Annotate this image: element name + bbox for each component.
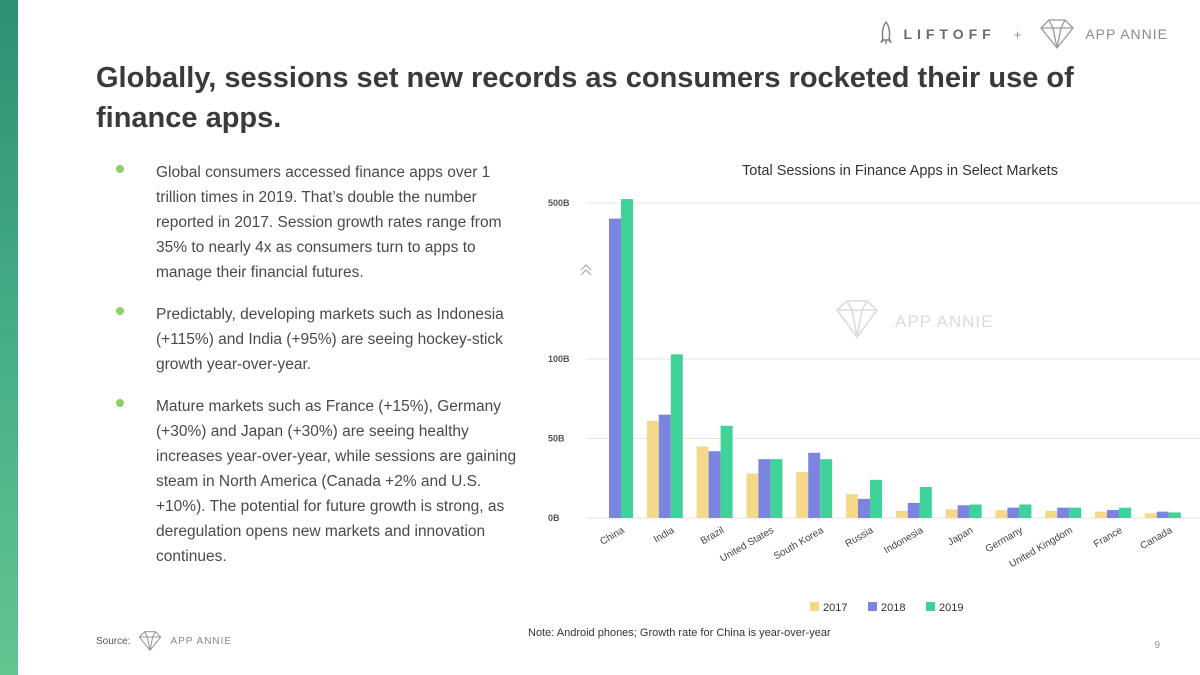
bar-2017	[1144, 513, 1157, 518]
bar-2017	[1095, 511, 1107, 518]
x-tick-label: Germany	[984, 525, 1025, 555]
bar-2018	[708, 451, 721, 518]
source-line: Source: APP ANNIE	[96, 630, 232, 652]
x-tick-label: China	[598, 525, 627, 548]
page-title: Globally, sessions set new records as co…	[96, 62, 1074, 134]
bar-2017	[895, 510, 908, 518]
bar-2017	[696, 446, 709, 518]
diamond-icon	[1040, 19, 1075, 50]
bar-2017	[646, 421, 659, 518]
bar-2019	[919, 486, 932, 518]
bar-2017	[1045, 510, 1058, 518]
liftoff-logo-text: LIFTOFF	[903, 26, 996, 42]
bar-2017	[995, 510, 1008, 518]
bar-2019	[870, 479, 882, 518]
bar-2017	[796, 471, 809, 518]
bar-2018	[907, 502, 920, 518]
bullet-text: Mature markets such as France (+15%), Ge…	[156, 398, 517, 565]
bar-2018	[1057, 507, 1070, 518]
y-tick-label: 0B	[548, 513, 560, 523]
bar-2018	[957, 505, 970, 518]
watermark-text: APP ANNIE	[895, 312, 993, 331]
sessions-bar-chart: 0B 50B 100B 500B APP ANNIE China India BrazilUn…	[548, 198, 1200, 614]
bullet-list: Global consumers accessed finance apps o…	[110, 160, 530, 586]
bar-2019	[1069, 507, 1082, 518]
source-brand: APP ANNIE	[170, 635, 233, 647]
bar-2018	[1156, 511, 1169, 518]
bar-2019	[820, 459, 833, 518]
bar-2017	[945, 509, 958, 518]
legend-label: 2017	[823, 602, 847, 614]
x-tick-label: Japan	[946, 525, 975, 548]
bullet-text: Global consumers accessed finance apps o…	[156, 164, 502, 281]
bar-2019	[621, 199, 633, 518]
rocket-icon	[880, 21, 893, 46]
bar-2018	[658, 414, 671, 518]
x-tick-label: Indonesia	[882, 525, 925, 556]
x-tick-label: Russia	[844, 525, 876, 550]
bar-2018	[808, 452, 821, 518]
bar-2018	[1007, 507, 1020, 518]
watermark-logo: APP ANNIE	[835, 300, 993, 339]
legend-swatch	[810, 602, 819, 611]
bullet-dot-icon	[116, 165, 124, 173]
bullet-item: Mature markets such as France (+15%), Ge…	[110, 394, 530, 569]
bar-2018	[758, 459, 771, 518]
x-tick-label: India	[652, 525, 677, 546]
source-label: Source:	[96, 635, 131, 647]
bullet-item: Global consumers accessed finance apps o…	[110, 160, 530, 285]
x-tick-label: United States	[718, 525, 776, 565]
brand-separator: +	[1013, 26, 1022, 42]
page-number: 9	[1154, 640, 1160, 651]
app-annie-logo-text: APP ANNIE	[1085, 26, 1168, 42]
bar-2017	[846, 494, 858, 518]
legend-label: 2018	[881, 602, 905, 614]
bar-2019	[1168, 512, 1181, 518]
brand-header: LIFTOFF + APP ANNIE	[879, 18, 1168, 50]
x-tick-label: Brazil	[699, 525, 726, 547]
legend-swatch	[926, 602, 935, 611]
bullet-dot-icon	[116, 307, 124, 315]
bar-2019	[720, 425, 733, 518]
y-tick-label: 100B	[548, 354, 570, 364]
x-tick-label: France	[1092, 525, 1125, 550]
legend-swatch	[868, 602, 877, 611]
bar-2019	[670, 354, 683, 518]
diamond-icon	[835, 300, 879, 339]
bar-2018	[609, 218, 621, 518]
bar-2019	[1019, 504, 1032, 518]
bar-2018	[858, 498, 870, 518]
chart-title: Total Sessions in Finance Apps in Select…	[742, 163, 1058, 179]
axis-break-icon	[580, 264, 592, 276]
diamond-icon	[139, 631, 162, 652]
bullet-dot-icon	[116, 399, 124, 407]
y-tick-label: 50B	[548, 434, 565, 444]
chart-note: Note: Android phones; Growth rate for Ch…	[528, 627, 831, 639]
legend-label: 2019	[939, 602, 963, 614]
bar-2019	[770, 459, 783, 518]
side-accent-bar	[0, 0, 18, 675]
bar-2019	[1119, 507, 1131, 518]
bar-2019	[969, 504, 982, 518]
bar-2017	[746, 473, 759, 518]
y-tick-label: 500B	[548, 198, 570, 208]
bullet-item: Predictably, developing markets such as …	[110, 302, 530, 377]
bullet-text: Predictably, developing markets such as …	[156, 306, 504, 373]
bar-2018	[1107, 510, 1119, 518]
x-tick-label: South Korea	[772, 525, 826, 563]
x-tick-label: Canada	[1138, 525, 1174, 552]
